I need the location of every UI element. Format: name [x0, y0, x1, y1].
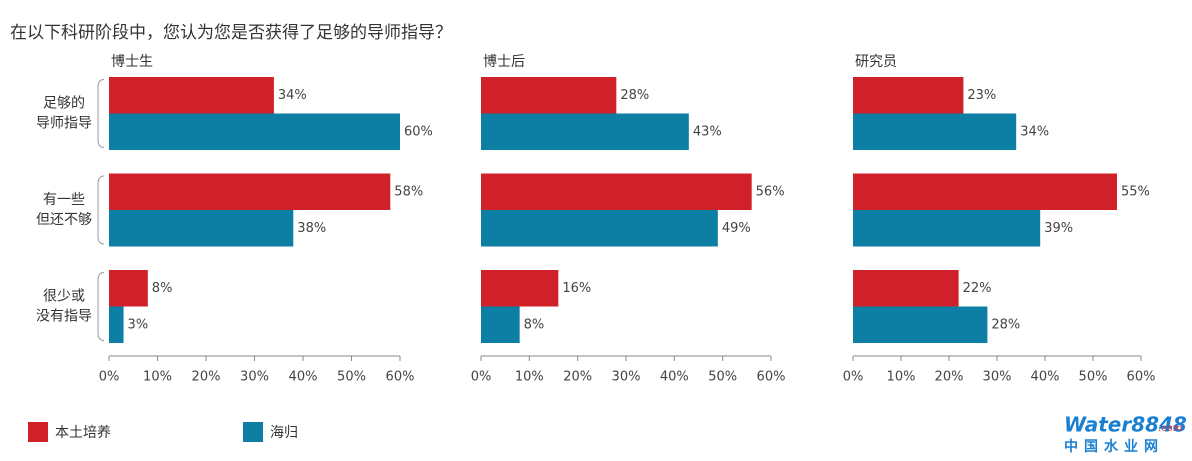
value-label: 56%: [756, 184, 785, 199]
category-label: 有一些: [43, 192, 85, 208]
panel-title: 研究员: [855, 54, 897, 70]
chart-title: 在以下科研阶段中，您认为您是否获得了足够的导师指导？: [10, 23, 452, 43]
x-tick-label: 10%: [887, 370, 916, 385]
value-label: 3%: [128, 317, 149, 332]
watermark-subtitle: 中国水业网: [1064, 438, 1164, 455]
x-tick-label: 20%: [192, 370, 221, 385]
x-tick-label: 50%: [1079, 370, 1108, 385]
bar: [481, 113, 689, 150]
x-tick-label: 50%: [708, 370, 737, 385]
value-label: 28%: [991, 317, 1020, 332]
x-tick-label: 30%: [983, 370, 1012, 385]
bar: [109, 270, 148, 307]
category-label: 导师指导: [36, 116, 92, 132]
brace: [97, 175, 105, 245]
x-tick-label: 0%: [99, 370, 120, 385]
watermark-domain: .com: [1158, 423, 1183, 434]
x-tick-label: 30%: [612, 370, 641, 385]
value-label: 16%: [562, 281, 591, 296]
value-label: 34%: [1020, 124, 1049, 139]
value-label: 8%: [152, 281, 173, 296]
legend-label: 海归: [270, 424, 298, 441]
bar: [481, 77, 617, 114]
bar: [853, 306, 988, 343]
legend-swatch: [243, 422, 263, 442]
value-label: 23%: [967, 88, 996, 103]
value-label: 39%: [1044, 221, 1073, 236]
bar: [109, 210, 294, 247]
x-tick-label: 0%: [471, 370, 492, 385]
bar: [109, 113, 400, 150]
x-tick-label: 10%: [515, 370, 544, 385]
value-label: 22%: [963, 281, 992, 296]
watermark-brand: Water8848: [1064, 413, 1187, 437]
bar: [853, 270, 959, 307]
x-tick-label: 30%: [240, 370, 269, 385]
category-label: 很少或: [43, 289, 85, 305]
panel-title: 博士生: [111, 53, 153, 70]
x-tick-label: 20%: [935, 370, 964, 385]
value-label: 49%: [722, 221, 751, 236]
x-tick-label: 10%: [143, 370, 172, 385]
category-label: 没有指导: [36, 309, 92, 325]
x-tick-label: 60%: [1127, 370, 1156, 385]
legend-swatch: [28, 422, 48, 442]
value-label: 28%: [620, 88, 649, 103]
bar: [853, 77, 964, 114]
value-label: 8%: [524, 317, 545, 332]
brace: [97, 79, 105, 148]
bar: [853, 173, 1117, 210]
bar: [481, 306, 520, 343]
value-label: 60%: [404, 124, 433, 139]
bar: [481, 210, 718, 247]
value-label: 43%: [693, 124, 722, 139]
x-tick-label: 20%: [563, 370, 592, 385]
bar: [481, 173, 752, 210]
x-tick-label: 40%: [289, 370, 318, 385]
value-label: 34%: [278, 88, 307, 103]
value-label: 55%: [1121, 184, 1150, 199]
bar: [109, 173, 391, 210]
category-label: 足够的: [43, 96, 85, 112]
brace: [97, 272, 105, 341]
bar: [109, 77, 274, 114]
value-label: 38%: [297, 221, 326, 236]
bar: [109, 306, 124, 343]
bar: [481, 270, 559, 307]
category-label: 但还不够: [36, 212, 92, 228]
value-label: 58%: [394, 184, 423, 199]
x-tick-label: 40%: [660, 370, 689, 385]
x-tick-label: 0%: [843, 370, 864, 385]
panel-title: 博士后: [483, 53, 525, 70]
bar: [853, 210, 1041, 247]
x-tick-label: 60%: [757, 370, 786, 385]
x-tick-label: 40%: [1031, 370, 1060, 385]
x-tick-label: 60%: [386, 370, 415, 385]
x-tick-label: 50%: [337, 370, 366, 385]
legend-label: 本土培养: [55, 425, 111, 441]
bar: [853, 113, 1017, 150]
